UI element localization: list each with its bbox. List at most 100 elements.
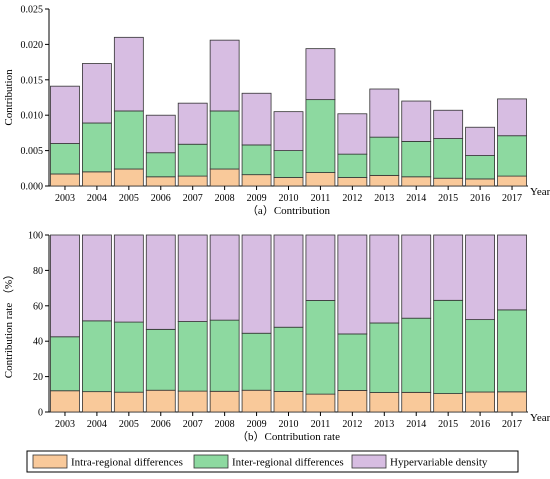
bar-segment-inter-2015 [433, 299, 464, 394]
bar-segment-hyper-2003 [50, 234, 80, 338]
y-tick-label: 0 [38, 408, 43, 419]
bar-segment-intra-2010 [273, 177, 304, 187]
bar-segment-inter-2004 [82, 122, 112, 173]
x-tick-label: 2009 [247, 419, 267, 430]
y-tick-label: 0.000 [21, 182, 44, 193]
bar-segment-inter-2011 [305, 300, 336, 395]
x-tick-label: 2013 [374, 419, 394, 430]
bar-segment-intra-2014 [401, 391, 432, 413]
bar-segment-intra-2003 [50, 173, 80, 187]
bar-segment-inter-2016 [465, 155, 496, 180]
panel-contribution: 0.000 0.005 0.010 0.015 0.020 0.025 2003 2004 20… [3, 5, 550, 218]
bar-segment-inter-2005 [113, 321, 144, 393]
bar-segment-inter-2003 [50, 143, 80, 175]
x-tick-label: 2015 [438, 193, 458, 204]
bar-segment-intra-2009 [241, 174, 272, 187]
bar-segment-hyper-2010 [273, 234, 304, 328]
y-tick-label: 0.010 [21, 111, 44, 122]
bar-segment-inter-2004 [82, 320, 112, 393]
x-tick-label: 2003 [55, 193, 75, 204]
bar-segment-hyper-2017 [497, 234, 527, 311]
x-tick-label: 2016 [470, 419, 490, 430]
bar-segment-inter-2005 [113, 110, 144, 170]
x-tick-label: 2013 [374, 193, 394, 204]
bar-segment-hyper-2017 [497, 98, 527, 137]
x-tick-label: 2014 [406, 193, 426, 204]
bar-segment-intra-2012 [337, 390, 368, 413]
bar-segment-inter-2017 [497, 309, 527, 393]
bar-segment-inter-2008 [209, 319, 240, 392]
bar-segment-inter-2007 [177, 321, 208, 392]
bar-segment-intra-2008 [209, 390, 240, 413]
bar-segment-intra-2004 [82, 391, 112, 413]
x-tick-label: 2004 [87, 193, 107, 204]
x-tick-label: 2017 [502, 193, 522, 204]
x-tick-label: 2008 [215, 419, 235, 430]
x-tick-label: 2007 [183, 419, 203, 430]
x-tick-label: 2008 [215, 193, 235, 204]
bar-segment-hyper-2012 [337, 234, 368, 335]
legend-swatch-inter [193, 454, 229, 469]
bar-segment-hyper-2007 [177, 102, 208, 145]
bar-segment-intra-2007 [177, 175, 208, 187]
bar-segment-intra-2005 [113, 168, 144, 187]
legend-frame [26, 450, 519, 473]
bar-segment-hyper-2003 [50, 85, 80, 144]
bar-segment-hyper-2005 [113, 36, 144, 112]
y-tick-label: 20 [33, 372, 43, 383]
bar-segment-intra-2012 [337, 177, 368, 187]
bar-segment-inter-2014 [401, 140, 432, 178]
bar-segment-intra-2017 [497, 391, 527, 413]
legend-label-hyper: Hypervariable density [390, 457, 488, 469]
bar-segment-inter-2012 [337, 153, 368, 178]
bar-segment-intra-2017 [497, 175, 527, 187]
x-tick-label: 2005 [119, 193, 139, 204]
x-tick-label: 2015 [438, 419, 458, 430]
bar-segment-intra-2003 [50, 390, 80, 413]
x-tick-label: 2010 [279, 419, 299, 430]
bar-segment-inter-2014 [401, 317, 432, 393]
x-tick-label: 2011 [311, 193, 331, 204]
bar-segment-intra-2016 [465, 391, 496, 413]
bar-segment-intra-2010 [273, 391, 304, 413]
bar-segment-hyper-2009 [241, 92, 272, 146]
bar-segment-hyper-2005 [113, 234, 144, 323]
bar-segment-hyper-2016 [465, 234, 496, 321]
y-axis-title: Contribution [3, 69, 15, 126]
bar-segment-inter-2003 [50, 336, 80, 392]
bar-segment-inter-2007 [177, 143, 208, 177]
bar-segment-inter-2009 [241, 332, 272, 391]
panel-caption: （b）Contribution rate [237, 430, 340, 443]
bar-segment-inter-2006 [145, 328, 176, 391]
x-tick-label: 2010 [279, 193, 299, 204]
bar-segment-hyper-2013 [369, 88, 400, 138]
bar-segment-intra-2006 [145, 389, 176, 413]
bar-segment-hyper-2015 [433, 109, 464, 139]
bar-segment-hyper-2014 [401, 234, 432, 319]
bar-segment-hyper-2008 [209, 39, 240, 112]
y-axis-title: Contribution rate （%） [2, 269, 15, 378]
x-axis-title: Year [530, 412, 550, 424]
bar-segment-inter-2009 [241, 144, 272, 176]
bar-segment-hyper-2006 [145, 234, 176, 330]
x-tick-label: 2016 [470, 193, 490, 204]
legend-swatch-hyper [351, 454, 387, 469]
bar-segment-hyper-2009 [241, 234, 272, 334]
legend-label-inter: Inter-regional differences [232, 457, 344, 469]
y-tick-label: 60 [33, 301, 43, 312]
bar-segment-intra-2011 [305, 393, 336, 413]
bar-segment-intra-2005 [113, 391, 144, 413]
x-tick-label: 2012 [342, 193, 362, 204]
bar-segment-hyper-2010 [273, 111, 304, 152]
bar-segment-hyper-2004 [82, 63, 112, 124]
bar-segment-intra-2004 [82, 171, 112, 187]
x-tick-label: 2005 [119, 419, 139, 430]
bar-segment-inter-2015 [433, 138, 464, 179]
y-tick-label: 0.015 [21, 75, 44, 86]
bar-segment-intra-2007 [177, 390, 208, 413]
x-axis-title: Year [530, 186, 550, 198]
bar-segment-inter-2010 [273, 326, 304, 392]
y-tick-label: 40 [33, 337, 43, 348]
